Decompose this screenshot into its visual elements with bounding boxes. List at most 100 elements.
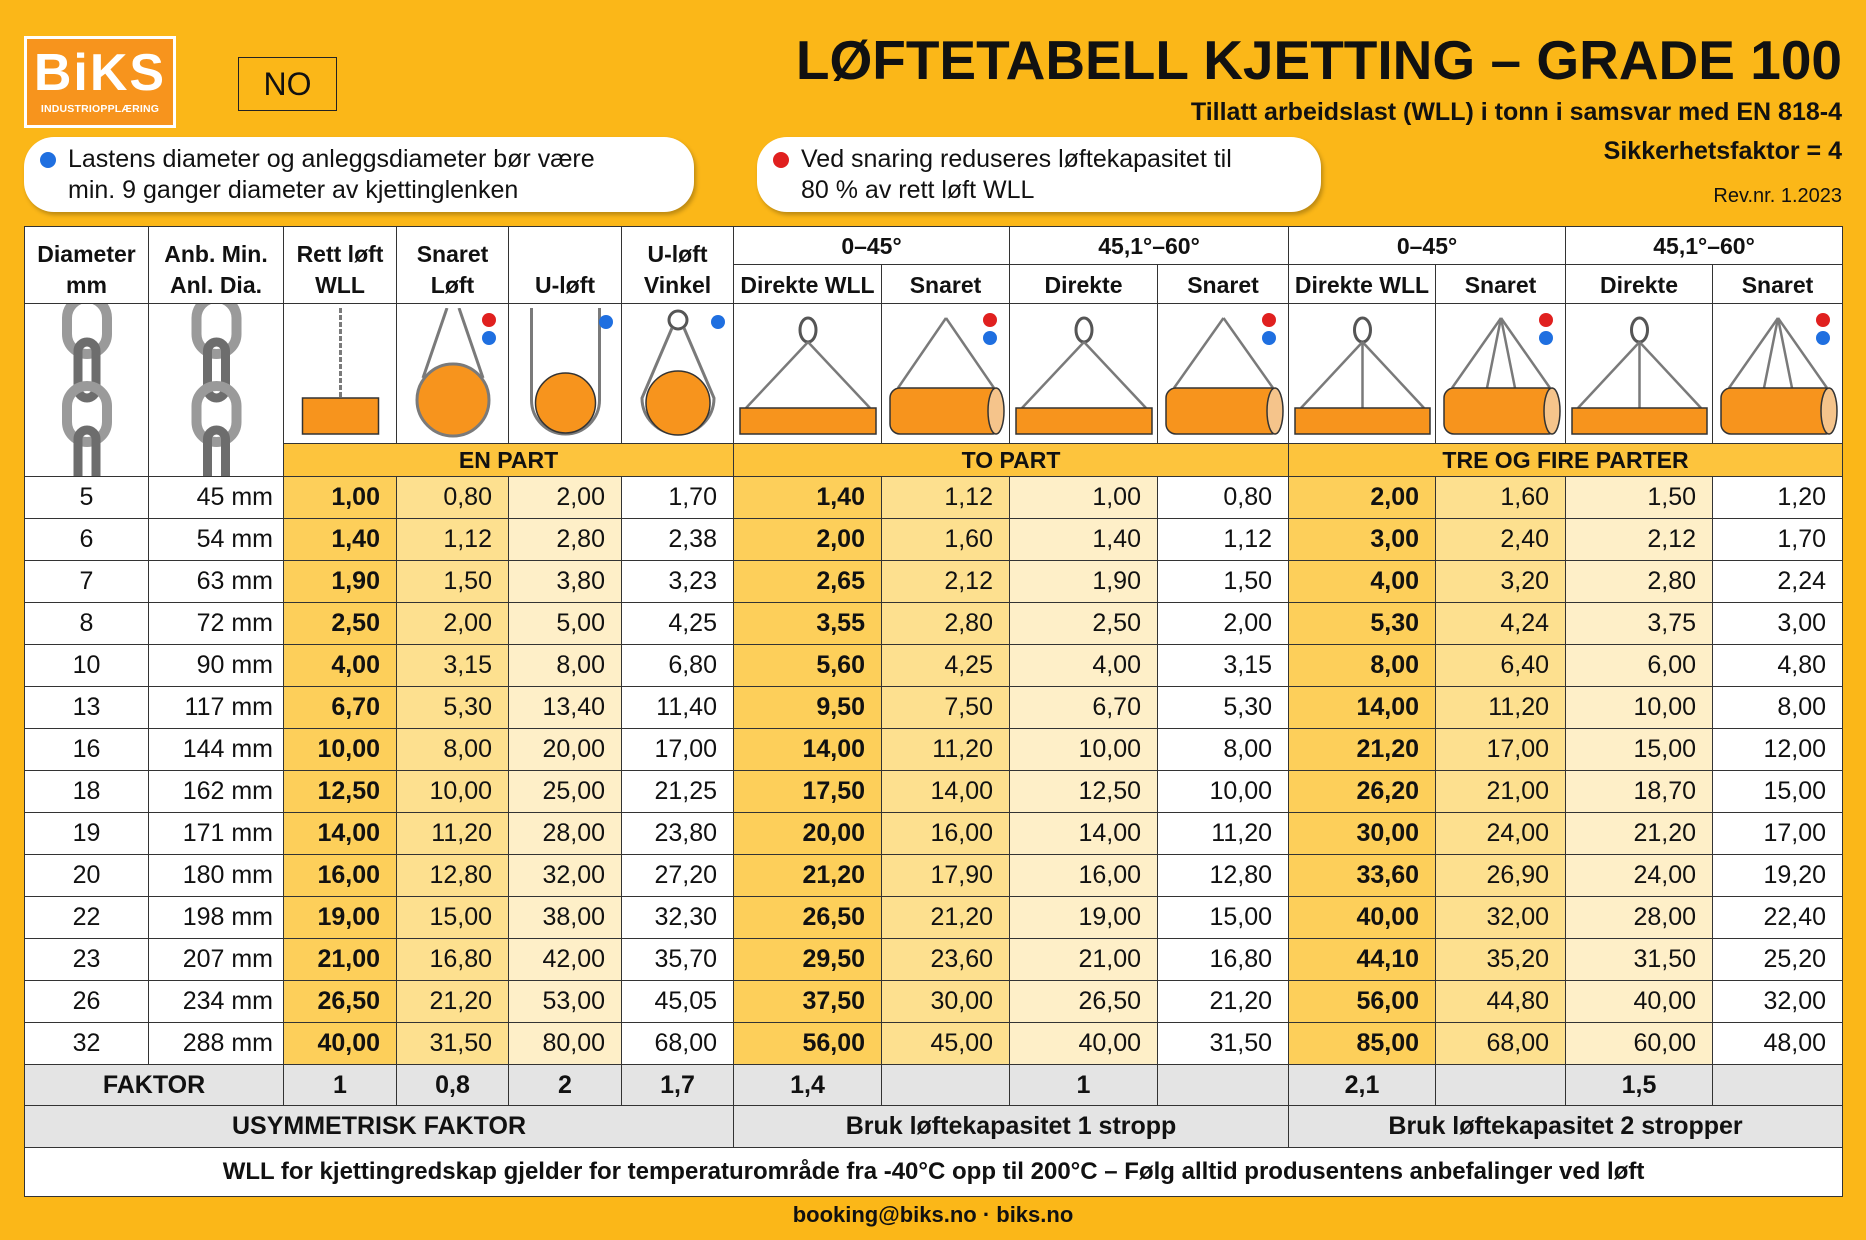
table-cell: 2,80 [881, 602, 1010, 645]
table-cell: 21,20 [396, 980, 509, 1023]
factor-cell: 1 [283, 1064, 397, 1106]
table-cell: 23 [24, 938, 149, 981]
icon-shape [1164, 312, 1284, 435]
language-badge[interactable]: NO [238, 57, 337, 111]
icon-shape [421, 307, 448, 378]
table-cell: 234 mm [148, 980, 284, 1023]
table-cell: 0,80 [396, 476, 509, 519]
table-cell: 2,80 [508, 518, 622, 561]
icon-shape [1265, 386, 1284, 435]
table-cell: 42,00 [508, 938, 622, 981]
table-cell: 12,80 [1156, 854, 1290, 897]
icon-shape [982, 330, 997, 345]
table-cell: 1,12 [396, 518, 509, 561]
icon-shape [1629, 316, 1649, 343]
table-cell: 44,10 [1288, 938, 1437, 981]
icon-shape [191, 381, 241, 447]
table-cell: 0,80 [1156, 476, 1290, 519]
icon-cell [24, 303, 149, 477]
table-cell: 26,50 [1009, 980, 1158, 1023]
table-cell: 21,25 [621, 770, 734, 813]
table-cell: 17,00 [1435, 728, 1567, 771]
table-cell: 35,70 [621, 938, 734, 981]
table-cell: 28,00 [1565, 896, 1714, 939]
usage-note: Bruk løftekapasitet 1 stropp [732, 1105, 1290, 1148]
usage-note: USYMMETRISK FAKTOR [24, 1105, 734, 1148]
table-cell: 40,00 [1009, 1022, 1158, 1065]
icon-shape [1172, 316, 1225, 389]
table-cell: 1,90 [1009, 560, 1158, 603]
table-cell: 22,40 [1712, 896, 1844, 939]
icon-shape [744, 340, 809, 409]
table-cell: 11,20 [881, 728, 1010, 771]
table-cell: 11,20 [1156, 812, 1290, 855]
icon-shape [710, 314, 725, 329]
icon-shape [888, 312, 1005, 435]
icon-shape [644, 369, 711, 436]
header-text: Løft [430, 272, 475, 298]
header-text: U-løft [534, 272, 596, 298]
table-cell: 2,50 [283, 602, 397, 645]
table-cell: 3,15 [396, 644, 509, 687]
table-cell: 45 mm [148, 476, 284, 519]
table-cell: 28,00 [508, 812, 622, 855]
wll-note: WLL for kjettingredskap gjelder for temp… [23, 1147, 1844, 1197]
table-cell: 16,80 [1156, 938, 1290, 981]
sub-header: Snaret [1435, 264, 1567, 304]
header-text: Anl. Dia. [169, 272, 262, 298]
icon-shape [798, 316, 817, 343]
table-cell: 1,40 [1009, 518, 1158, 561]
icon-shape [202, 337, 230, 403]
table-cell: 26,50 [733, 896, 882, 939]
table-cell: 17,00 [1712, 812, 1844, 855]
column-header: U-løft [508, 226, 622, 304]
factor-cell: 2 [508, 1064, 622, 1106]
table-row: 13 117 mm 6,70 5,30 13,40 11,40 9,50 7,50 6,70 5,… [24, 686, 1844, 729]
table-cell: 14,00 [283, 812, 397, 855]
table-cell: 16,00 [1009, 854, 1158, 897]
table-cell: 4,25 [881, 644, 1010, 687]
column-header: Rett løft WLL [283, 226, 397, 304]
header-text: Snaret [416, 241, 489, 267]
table-cell: 45,05 [621, 980, 734, 1023]
icon-shape [667, 309, 688, 330]
table-cell: 6,00 [1565, 644, 1714, 687]
sub-header: Direkte [1009, 264, 1158, 304]
icon-shape [982, 312, 997, 327]
table-cell: 6,70 [283, 686, 397, 729]
icon-shape [1538, 312, 1553, 327]
table-cell: 15,00 [1156, 896, 1290, 939]
table-cell: 16,00 [881, 812, 1010, 855]
table-cell: 3,75 [1565, 602, 1714, 645]
icon-shape [1293, 316, 1431, 435]
icon-shape [896, 316, 947, 389]
factor-cell [1712, 1064, 1844, 1106]
table-cell: 2,00 [1156, 602, 1290, 645]
icon-cell [148, 303, 284, 477]
table-cell: 10,00 [1156, 770, 1290, 813]
table-cell: 54 mm [148, 518, 284, 561]
icon-shape [1570, 316, 1708, 435]
table-cell: 26 [24, 980, 149, 1023]
factor-cell: 1,5 [1565, 1064, 1714, 1106]
table-cell: 8,00 [1288, 644, 1437, 687]
table-cell: 40,00 [1288, 896, 1437, 939]
table-cell: 15,00 [396, 896, 509, 939]
icon-shape [1442, 386, 1559, 435]
table-cell: 16,80 [396, 938, 509, 981]
table-cell: 32,30 [621, 896, 734, 939]
table-cell: 85,00 [1288, 1022, 1437, 1065]
table-cell: 21,20 [1288, 728, 1437, 771]
factor-cell: 1,4 [733, 1064, 882, 1106]
header-text: U-løft [647, 241, 708, 267]
table-cell: 12,50 [283, 770, 397, 813]
table-cell: 13 [24, 686, 149, 729]
table-cell: 1,40 [283, 518, 397, 561]
table-cell: 207 mm [148, 938, 284, 981]
column-header: Anb. Min. Anl. Dia. [148, 226, 284, 304]
icon-shape [1450, 316, 1502, 389]
icon-shape [1762, 317, 1779, 388]
table-cell: 4,25 [621, 602, 734, 645]
table-cell: 180 mm [148, 854, 284, 897]
factor-cell: 0,8 [396, 1064, 509, 1106]
